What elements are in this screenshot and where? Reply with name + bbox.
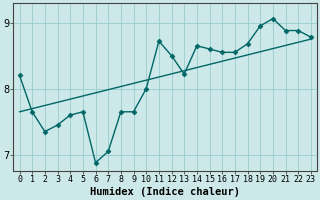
X-axis label: Humidex (Indice chaleur): Humidex (Indice chaleur)	[90, 187, 240, 197]
